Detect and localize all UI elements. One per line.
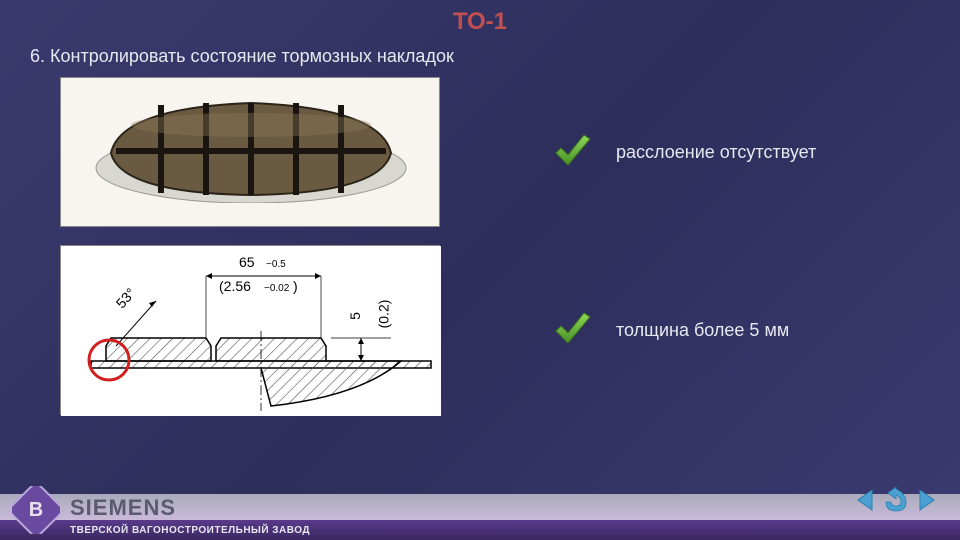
check-label-1: расслоение отсутствует	[616, 142, 816, 163]
check-row-2: 65 −0.5 (2.56 −0.02 ) 53° 5 (0.2) толщин…	[60, 245, 960, 415]
checkmark-icon	[550, 129, 596, 175]
dim-02: (0.2)	[375, 300, 391, 329]
brake-pad-photo	[60, 77, 440, 227]
dim-256-tol: −0.02	[264, 283, 289, 294]
dim-5: 5	[347, 312, 363, 320]
tvz-logo-icon: В	[12, 486, 60, 534]
nav-controls	[852, 486, 940, 514]
footer-grey-bar: SIEMENS	[0, 494, 960, 522]
nav-prev-icon[interactable]	[852, 486, 880, 514]
dim-65-tol: −0.5	[266, 259, 286, 270]
siemens-brand: SIEMENS	[70, 495, 176, 521]
dim-256: (2.56	[219, 278, 251, 294]
dim-65: 65	[239, 254, 255, 270]
check-row-1: расслоение отсутствует	[60, 77, 960, 227]
check-label-2: толщина более 5 мм	[616, 320, 789, 341]
slide-subtitle: 6. Контролировать состояние тормозных на…	[0, 36, 960, 77]
tech-drawing-svg	[61, 246, 441, 416]
dim-256-close: )	[293, 278, 298, 294]
content-area: расслоение отсутствует	[0, 77, 960, 433]
footer-purple-bar: ТВЕРСКОЙ ВАГОНОСТРОИТЕЛЬНЫЙ ЗАВОД	[0, 520, 960, 540]
slide-title: ТО-1	[0, 0, 960, 36]
tvz-brand: ТВЕРСКОЙ ВАГОНОСТРОИТЕЛЬНЫЙ ЗАВОД	[70, 525, 310, 536]
brake-pad-svg	[91, 93, 411, 203]
nav-next-icon[interactable]	[912, 486, 940, 514]
nav-home-icon[interactable]	[882, 486, 910, 514]
checkmark-icon	[550, 307, 596, 353]
footer: SIEMENS ТВЕРСКОЙ ВАГОНОСТРОИТЕЛЬНЫЙ ЗАВО…	[0, 480, 960, 540]
svg-text:В: В	[29, 499, 43, 521]
brake-pad-diagram: 65 −0.5 (2.56 −0.02 ) 53° 5 (0.2)	[60, 245, 440, 415]
